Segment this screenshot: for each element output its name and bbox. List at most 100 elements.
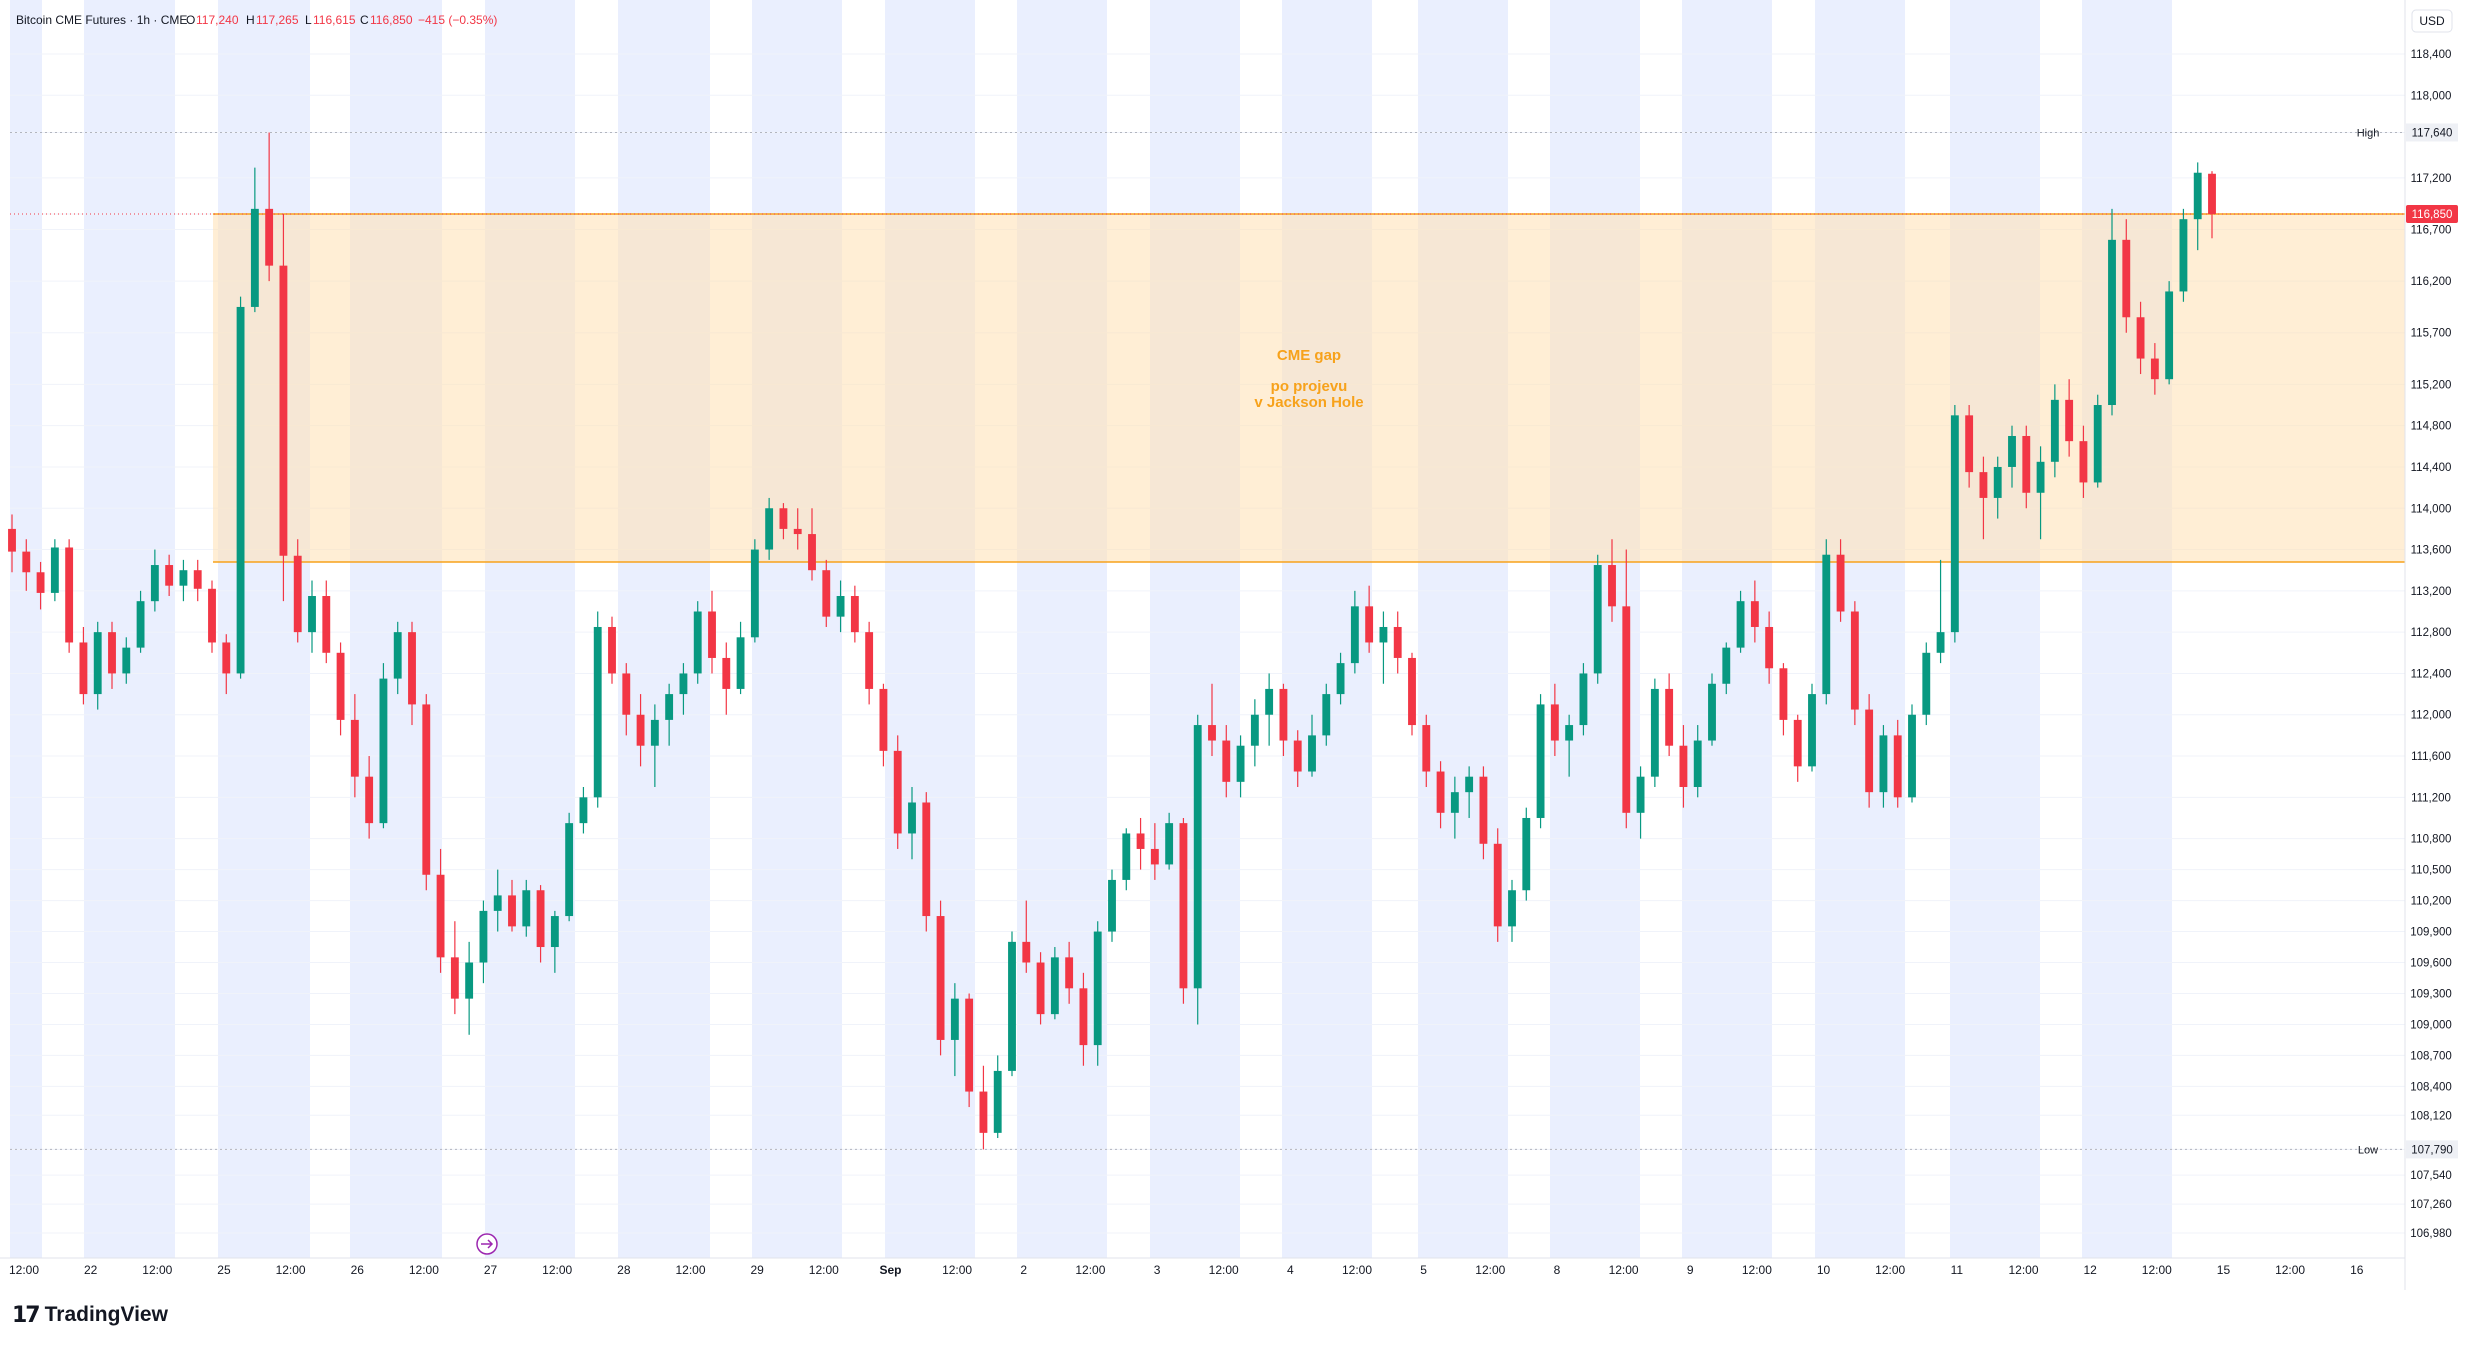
candle[interactable] [1550, 683, 1559, 757]
candle[interactable] [1108, 869, 1116, 942]
candle[interactable] [1636, 766, 1645, 839]
candle[interactable] [650, 704, 659, 788]
candle[interactable] [1608, 539, 1616, 622]
candle[interactable] [1850, 601, 1859, 726]
candle[interactable] [1236, 735, 1245, 798]
candle[interactable] [1922, 642, 1931, 726]
candle[interactable] [679, 663, 688, 715]
candle[interactable] [1836, 539, 1845, 622]
candle[interactable] [1065, 941, 1074, 1004]
candle[interactable] [2179, 208, 2188, 302]
candle[interactable] [1250, 699, 1259, 767]
candle[interactable] [1908, 704, 1916, 803]
candle[interactable] [879, 683, 888, 767]
candle[interactable] [1179, 817, 1188, 1004]
candle[interactable] [65, 539, 74, 653]
candle[interactable] [1579, 663, 1588, 736]
candle[interactable] [808, 508, 816, 581]
candle[interactable] [822, 559, 831, 627]
candle[interactable] [1279, 683, 1288, 757]
candle[interactable] [793, 508, 802, 550]
currency-label[interactable]: USD [2419, 14, 2445, 28]
candle[interactable] [579, 787, 588, 834]
candle[interactable] [779, 503, 788, 540]
candle[interactable] [1222, 725, 1231, 798]
candle[interactable] [436, 848, 445, 973]
candle[interactable] [2108, 208, 2116, 416]
candle[interactable] [965, 993, 974, 1108]
candle[interactable] [1193, 714, 1202, 1025]
candle[interactable] [193, 559, 202, 602]
time-axis[interactable]: 12:00 22 12:00 25 12:00 26 12:00 27 12:00 28 12:00… [0, 1257, 2405, 1277]
symbol-legend[interactable]: Bitcoin CME Futures · 1h · CME O 117,240… [16, 13, 497, 27]
candle[interactable] [493, 869, 502, 932]
candle[interactable] [1408, 652, 1416, 736]
candle[interactable] [636, 694, 645, 767]
candle[interactable] [893, 735, 902, 849]
candle[interactable] [379, 663, 388, 829]
candle[interactable] [8, 514, 16, 573]
candle[interactable] [1879, 725, 1888, 808]
candle[interactable] [336, 642, 345, 736]
candle[interactable] [122, 637, 131, 684]
candle[interactable] [1522, 807, 1531, 901]
candle[interactable] [179, 559, 188, 602]
candle[interactable] [2150, 343, 2159, 395]
candle[interactable] [136, 590, 145, 653]
candle[interactable] [665, 683, 674, 746]
candle[interactable] [2122, 219, 2131, 333]
candle[interactable] [1265, 673, 1274, 746]
candle[interactable] [836, 580, 845, 633]
candle[interactable] [1708, 673, 1716, 746]
candle[interactable] [1693, 725, 1702, 798]
candle[interactable] [1365, 585, 1374, 653]
cme-gap-rect[interactable] [213, 214, 2405, 562]
candle[interactable] [1379, 611, 1388, 684]
candle[interactable] [979, 1065, 988, 1150]
cme-gap-zone[interactable]: CME gap po projevu v Jackson Hole [213, 213, 2405, 563]
candle[interactable] [708, 590, 716, 674]
candle[interactable] [1508, 879, 1516, 942]
candle[interactable] [622, 663, 631, 736]
candle[interactable] [1722, 642, 1731, 695]
candle[interactable] [1979, 456, 1988, 540]
candle[interactable] [1450, 776, 1459, 839]
candle[interactable] [1422, 714, 1431, 788]
candle[interactable] [22, 539, 31, 591]
candle[interactable] [265, 132, 274, 282]
candle[interactable] [50, 539, 59, 602]
candle[interactable] [1022, 900, 1031, 973]
candle[interactable] [1150, 823, 1159, 880]
candle[interactable] [2036, 446, 2045, 540]
candle[interactable] [1936, 559, 1945, 664]
candle[interactable] [79, 626, 88, 705]
candle[interactable] [2022, 425, 2031, 509]
candle[interactable] [2136, 301, 2145, 375]
candle[interactable] [2193, 162, 2202, 251]
candle[interactable] [950, 983, 959, 1077]
price-axis[interactable]: 118,400 118,000 117,640 117,200 116,850 116,7… [2404, 0, 2475, 1290]
candle[interactable] [408, 621, 416, 726]
candle[interactable] [422, 694, 431, 891]
candle[interactable] [1308, 714, 1316, 777]
candle[interactable] [1493, 828, 1502, 942]
candle[interactable] [565, 812, 574, 922]
candle[interactable] [1965, 405, 1974, 488]
candle[interactable] [1779, 663, 1788, 736]
candle[interactable] [1993, 456, 2002, 519]
candle[interactable] [2008, 425, 2016, 488]
candle[interactable] [865, 621, 874, 705]
candle[interactable] [322, 580, 331, 664]
candle[interactable] [1465, 766, 1474, 818]
candle[interactable] [479, 900, 488, 984]
candle[interactable] [93, 621, 102, 710]
candle[interactable] [279, 214, 288, 602]
candle[interactable] [593, 611, 602, 808]
candle[interactable] [1322, 683, 1331, 746]
candle[interactable] [1336, 652, 1345, 705]
candle[interactable] [922, 792, 931, 932]
candle[interactable] [1093, 921, 1102, 1066]
candle[interactable] [750, 539, 759, 643]
candle[interactable] [36, 561, 45, 610]
